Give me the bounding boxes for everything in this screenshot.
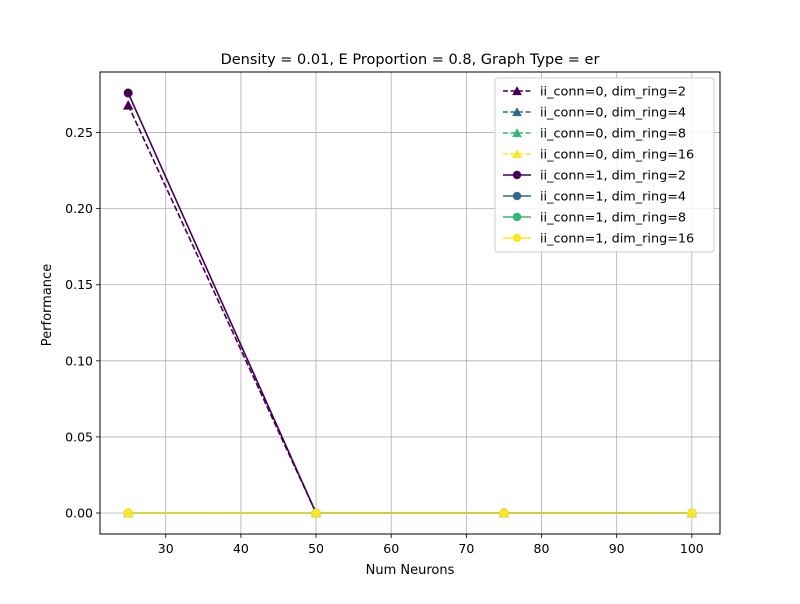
x-tick-label: 90 <box>609 541 625 556</box>
legend-item: ii_conn=1, dim_ring=2 <box>503 169 686 184</box>
data-point <box>499 508 509 518</box>
data-point <box>311 508 321 518</box>
series-layer <box>123 88 697 518</box>
chart-title: Density = 0.01, E Proportion = 0.8, Grap… <box>221 52 600 68</box>
legend-label: ii_conn=0, dim_ring=8 <box>540 127 686 142</box>
legend-label: ii_conn=1, dim_ring=2 <box>540 169 686 184</box>
plot-frame <box>99 71 721 535</box>
data-point <box>687 508 697 518</box>
y-axis-label: Performance <box>40 264 55 346</box>
x-axis-label: Num Neurons <box>366 563 455 578</box>
x-tick-label: 100 <box>680 541 704 556</box>
x-tick-label: 80 <box>534 541 550 556</box>
legend-item: ii_conn=0, dim_ring=2 <box>503 85 686 100</box>
series-line <box>127 104 692 514</box>
tick-layer: 30 40 50 60 70 80 90 100 0.00 0.05 0.10 0.15 0.20 0.2… <box>65 125 704 556</box>
x-tick-label: 40 <box>233 541 249 556</box>
y-tick-label: 0.25 <box>65 125 93 140</box>
y-tick-label: 0.10 <box>65 353 93 368</box>
x-tick-label: 30 <box>158 541 174 556</box>
y-tick-label: 0.05 <box>65 429 93 444</box>
series-7 <box>123 508 697 518</box>
y-tick-label: 0.15 <box>65 277 93 292</box>
legend-marker <box>512 149 522 159</box>
legend-label: ii_conn=1, dim_ring=8 <box>540 211 686 226</box>
data-point <box>123 508 133 518</box>
legend-item: ii_conn=0, dim_ring=16 <box>503 148 694 163</box>
legend-marker <box>512 107 522 117</box>
legend-item: ii_conn=0, dim_ring=4 <box>503 106 686 121</box>
legend-item: ii_conn=1, dim_ring=4 <box>503 190 686 205</box>
legend-label: ii_conn=0, dim_ring=4 <box>540 106 686 121</box>
legend-marker <box>512 170 522 180</box>
legend-item: ii_conn=1, dim_ring=8 <box>503 211 686 226</box>
data-point <box>123 99 134 110</box>
x-tick-label: 60 <box>383 541 399 556</box>
x-tick-label: 70 <box>458 541 474 556</box>
legend-label: ii_conn=1, dim_ring=16 <box>540 232 694 247</box>
legend-marker <box>512 191 522 201</box>
y-tick-label: 0.00 <box>65 506 93 521</box>
legend-label: ii_conn=0, dim_ring=2 <box>540 85 686 100</box>
y-tick-label: 0.20 <box>65 201 93 216</box>
legend-item: ii_conn=1, dim_ring=16 <box>503 232 694 247</box>
x-tick-label: 50 <box>308 541 324 556</box>
legend-marker <box>512 212 522 222</box>
legend-label: ii_conn=0, dim_ring=16 <box>540 148 694 163</box>
legend-item: ii_conn=0, dim_ring=8 <box>503 127 686 142</box>
legend-marker <box>512 233 522 243</box>
legend: ii_conn=0, dim_ring=2 ii_conn=0, dim_ring… <box>494 77 715 253</box>
legend-label: ii_conn=1, dim_ring=4 <box>540 190 686 205</box>
legend-marker <box>512 128 522 138</box>
legend-box <box>494 77 715 253</box>
data-point <box>123 88 133 98</box>
legend-marker <box>512 86 522 96</box>
